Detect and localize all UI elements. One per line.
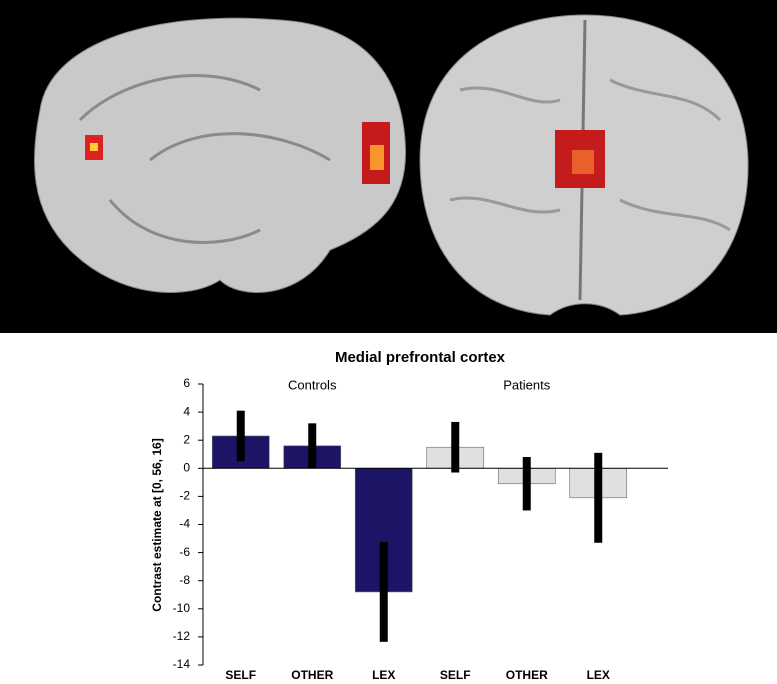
x-tick-label: SELF (225, 668, 256, 682)
x-tick-label: LEX (587, 668, 610, 682)
x-tick-label: SELF (440, 668, 471, 682)
y-axis-label: Contrast estimate at [0, 56, 16] (150, 438, 164, 611)
error-bar (379, 542, 388, 642)
y-tick-label: -10 (173, 601, 191, 615)
brain-image (0, 0, 777, 333)
y-tick-label: -2 (179, 489, 190, 503)
y-tick-label: 4 (183, 404, 190, 418)
x-tick-label: OTHER (506, 668, 548, 682)
y-tick-label: -6 (179, 545, 190, 559)
chart-title: Medial prefrontal cortex (335, 349, 506, 366)
y-tick-label: -8 (179, 573, 190, 587)
group-label: Patients (503, 377, 550, 392)
y-tick-label: 2 (183, 432, 190, 446)
y-tick-label: -12 (173, 629, 191, 643)
y-tick-label: 0 (183, 460, 190, 474)
x-tick-label: LEX (372, 668, 395, 682)
y-tick-label: 6 (183, 376, 190, 390)
error-bar (236, 410, 245, 462)
group-label: Controls (288, 377, 337, 392)
y-tick-label: -4 (179, 517, 190, 531)
y-tick-label: -14 (173, 657, 191, 671)
error-bar (594, 452, 603, 543)
error-bar (522, 457, 531, 511)
error-bar (308, 423, 317, 469)
x-tick-label: OTHER (291, 668, 333, 682)
error-bar (451, 421, 460, 473)
